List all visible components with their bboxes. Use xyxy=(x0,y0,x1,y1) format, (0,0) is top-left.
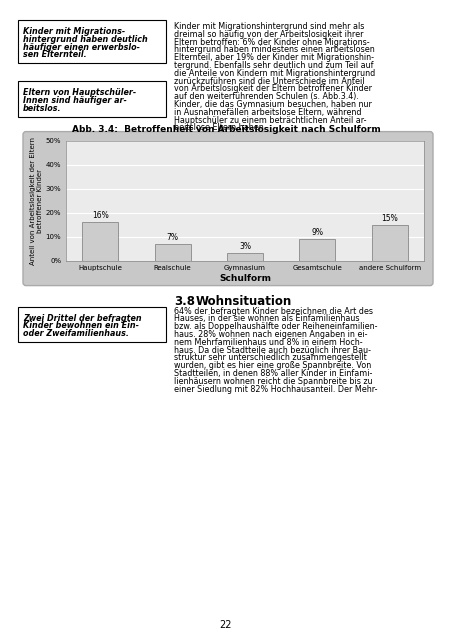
Text: Kinder, die das Gymnasium besuchen, haben nur: Kinder, die das Gymnasium besuchen, habe… xyxy=(174,100,371,109)
Text: Abb. 3.4:  Betroffenheit von Arbeitslosigkeit nach Schulform: Abb. 3.4: Betroffenheit von Arbeitslosig… xyxy=(71,125,380,134)
Text: lienhäusern wohnen reicht die Spannbreite bis zu: lienhäusern wohnen reicht die Spannbreit… xyxy=(174,377,372,386)
Text: einer Siedlung mit 82% Hochhausanteil. Der Mehr-: einer Siedlung mit 82% Hochhausanteil. D… xyxy=(174,385,377,394)
X-axis label: Schulform: Schulform xyxy=(219,274,271,284)
Text: haus. Da die Stadtteile auch bezüglich ihrer Bau-: haus. Da die Stadtteile auch bezüglich i… xyxy=(174,346,370,355)
Text: tergrund. Ebenfalls sehr deutlich und zum Teil auf: tergrund. Ebenfalls sehr deutlich und zu… xyxy=(174,61,373,70)
Text: haus. 28% wohnen nach eigenen Angaben in ei-: haus. 28% wohnen nach eigenen Angaben in… xyxy=(174,330,367,339)
Text: Kinder bewohnen ein Ein-: Kinder bewohnen ein Ein- xyxy=(23,321,139,330)
Text: 22: 22 xyxy=(219,620,232,630)
Text: Elternteil, aber 19% der Kinder mit Migrationshin-: Elternteil, aber 19% der Kinder mit Migr… xyxy=(174,53,373,62)
Text: struktur sehr unterschiedlich zusammengestellt: struktur sehr unterschiedlich zusammenge… xyxy=(174,353,366,362)
Text: 16%: 16% xyxy=(92,211,109,220)
Bar xyxy=(154,244,190,260)
Text: zurückzuführen sind die Unterschiede im Anteil: zurückzuführen sind die Unterschiede im … xyxy=(174,77,364,86)
FancyBboxPatch shape xyxy=(18,307,166,342)
Text: 3.8: 3.8 xyxy=(174,294,194,308)
Bar xyxy=(299,239,335,260)
Text: Kinder mit Migrations-: Kinder mit Migrations- xyxy=(23,27,125,36)
Bar xyxy=(82,222,118,260)
Text: nem Mehrfamilienhaus und 8% in einem Hoch-: nem Mehrfamilienhaus und 8% in einem Hoc… xyxy=(174,338,362,347)
FancyBboxPatch shape xyxy=(18,20,166,63)
Text: Eltern betroffen: 6% der Kinder ohne Migrations-: Eltern betroffen: 6% der Kinder ohne Mig… xyxy=(174,38,369,47)
Bar xyxy=(371,225,407,260)
Text: 3%: 3% xyxy=(239,243,250,252)
Text: hintergrund haben deutlich: hintergrund haben deutlich xyxy=(23,35,147,44)
Text: bzw. als Doppelhaushälfte oder Reiheneinfamilien-: bzw. als Doppelhaushälfte oder Reihenein… xyxy=(174,322,377,332)
Text: dreimal so häufig von der Arbeitslosigkeit ihrer: dreimal so häufig von der Arbeitslosigke… xyxy=(174,30,363,39)
Text: 64% der befragten Kinder bezeichnen die Art des: 64% der befragten Kinder bezeichnen die … xyxy=(174,307,372,316)
Text: Eltern von Hauptschüler-: Eltern von Hauptschüler- xyxy=(23,88,136,97)
Text: beitslos.: beitslos. xyxy=(23,104,61,113)
Text: Wohnsituation: Wohnsituation xyxy=(196,294,292,308)
Text: Zwei Drittel der befragten: Zwei Drittel der befragten xyxy=(23,314,141,323)
Text: 9%: 9% xyxy=(311,228,322,237)
Text: Stadtteilen, in denen 88% aller Kinder in Einfami-: Stadtteilen, in denen 88% aller Kinder i… xyxy=(174,369,372,378)
Text: die Anteile von Kindern mit Migrationshintergrund: die Anteile von Kindern mit Migrationshi… xyxy=(174,68,374,78)
FancyBboxPatch shape xyxy=(18,81,166,116)
FancyBboxPatch shape xyxy=(23,132,432,285)
Text: auf den weiterführenden Schulen (s. Abb.3.4).: auf den weiterführenden Schulen (s. Abb.… xyxy=(174,92,358,101)
Text: 15%: 15% xyxy=(381,214,397,223)
Text: wurden, gibt es hier eine große Spannbreite. Von: wurden, gibt es hier eine große Spannbre… xyxy=(174,361,370,370)
Text: oder Zweifamilienhaus.: oder Zweifamilienhaus. xyxy=(23,329,129,338)
Text: Hauses, in der sie wohnen als Einfamilienhaus: Hauses, in der sie wohnen als Einfamilie… xyxy=(174,314,359,323)
Text: beitslose Eltern haben.: beitslose Eltern haben. xyxy=(174,124,266,132)
Text: häufiger einen erwerbslo-: häufiger einen erwerbslo- xyxy=(23,43,140,52)
Text: hintergrund haben mindestens einen arbeitslosen: hintergrund haben mindestens einen arbei… xyxy=(174,45,374,54)
Text: in Ausnahmefällen arbeitslose Eltern, während: in Ausnahmefällen arbeitslose Eltern, wä… xyxy=(174,108,361,116)
Text: Innen sind häufiger ar-: Innen sind häufiger ar- xyxy=(23,96,127,105)
Y-axis label: Anteil von Arbeitslosigkeit der Eltern
betroffener Kinder: Anteil von Arbeitslosigkeit der Eltern b… xyxy=(30,136,43,264)
Text: 7%: 7% xyxy=(166,233,178,242)
Text: Kinder mit Migrationshintergrund sind mehr als: Kinder mit Migrationshintergrund sind me… xyxy=(174,22,364,31)
Text: Hauptschüler zu einem beträchtlichen Anteil ar-: Hauptschüler zu einem beträchtlichen Ant… xyxy=(174,116,366,125)
Bar xyxy=(226,253,262,260)
Text: sen Elternteil.: sen Elternteil. xyxy=(23,51,87,60)
Text: von Arbeitslosigkeit der Eltern betroffener Kinder: von Arbeitslosigkeit der Eltern betroffe… xyxy=(174,84,371,93)
